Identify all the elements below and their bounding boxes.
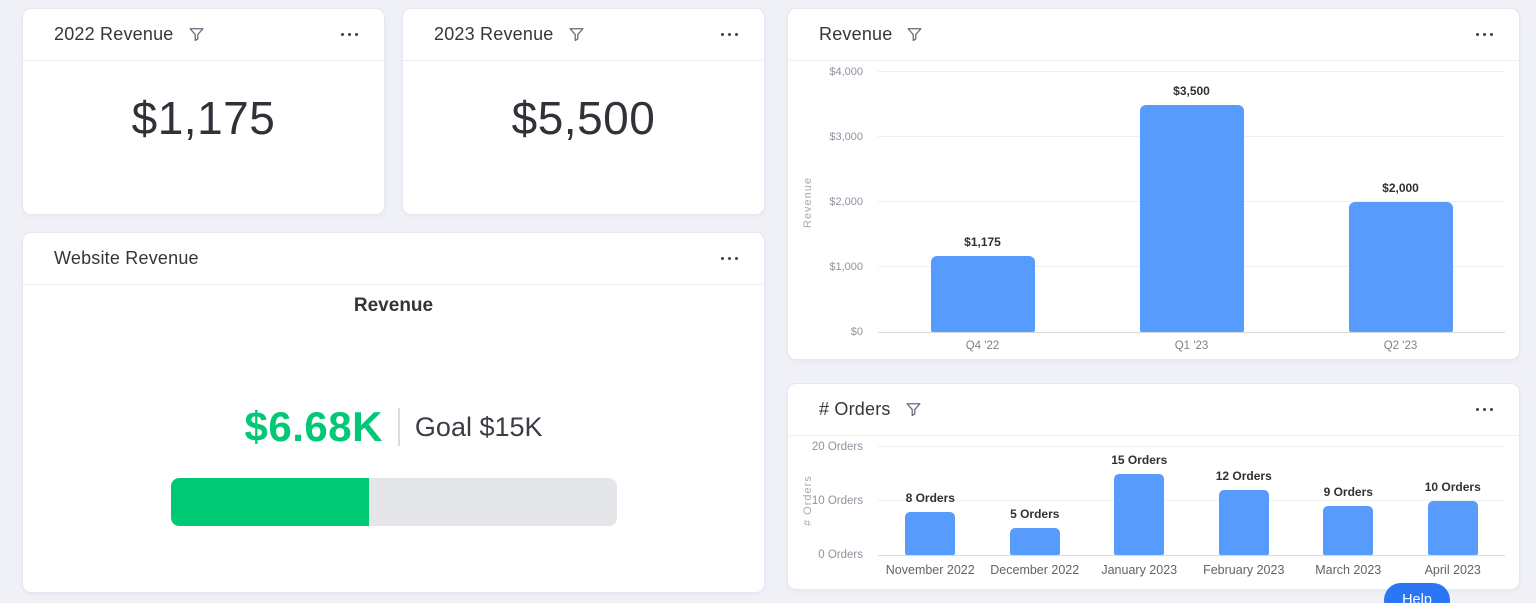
ellipsis-menu-icon[interactable] <box>339 27 361 43</box>
y-tick-label: 0 Orders <box>818 549 863 561</box>
widget-title: 2023 Revenue <box>434 24 554 44</box>
plot-wrapper: $1,175 $3,500 $2,000 Q4 '22 Q1 '23 Q2 '23 <box>872 71 1505 352</box>
bar[interactable] <box>1348 202 1453 332</box>
filter-icon[interactable] <box>568 26 585 43</box>
x-axis-labels: November 2022 December 2022 January 2023 Fe… <box>878 563 1505 577</box>
widget-header: Revenue <box>788 9 1519 61</box>
widget-title: # Orders <box>819 399 891 419</box>
bar-slot: 10 Orders <box>1401 447 1506 555</box>
bar-value-label: $2,000 <box>1382 181 1419 195</box>
bar-chart: # Orders 0 Orders 10 Orders 20 Orders 8 Or… <box>788 436 1519 577</box>
widget-2023-revenue: 2023 Revenue $5,500 <box>402 8 765 215</box>
y-axis-title: Revenue <box>802 176 814 228</box>
y-axis-ticks: $0 $1,000 $2,000 $3,000 $4,000 <box>816 66 872 338</box>
y-tick-label: $3,000 <box>829 131 863 143</box>
bar-value-label: 12 Orders <box>1215 469 1272 484</box>
bar-value-label: 5 Orders <box>1010 507 1060 521</box>
metric-value: $1,175 <box>131 92 276 144</box>
x-axis-label: February 2023 <box>1203 563 1285 577</box>
widget-orders-chart: # Orders # Orders 0 Orders 10 Orders 20 Or… <box>787 383 1520 590</box>
x-axis-label: November 2022 <box>885 563 975 577</box>
bar-slot: 12 Orders <box>1192 447 1297 555</box>
widget-body: $1,175 <box>23 61 384 214</box>
bar-value-label: 10 Orders <box>1424 480 1481 494</box>
y-tick-label: $2,000 <box>829 196 863 208</box>
x-axis-label: Q1 '23 <box>1174 340 1209 352</box>
y-axis-ticks: 0 Orders 10 Orders 20 Orders <box>812 441 872 561</box>
bar[interactable] <box>1009 528 1060 555</box>
y-tick-label: $0 <box>850 326 863 338</box>
y-tick-label: 10 Orders <box>811 495 863 507</box>
plot-wrapper: 8 Orders 5 Orders 15 Orders 12 Orders 9 Orde… <box>872 446 1506 577</box>
bar-slot: 8 Orders <box>878 447 983 555</box>
bar-value-label: 8 Orders <box>905 490 955 505</box>
widget-title: 2022 Revenue <box>54 24 174 44</box>
widget-header: # Orders <box>788 384 1519 436</box>
ellipsis-menu-icon[interactable] <box>1474 402 1496 418</box>
widget-2022-revenue: 2022 Revenue $1,175 <box>22 8 385 215</box>
ellipsis-menu-icon[interactable] <box>719 251 741 267</box>
bar-slot: $2,000 <box>1296 72 1505 332</box>
bar-slot: 15 Orders <box>1087 447 1192 555</box>
bar-value-label: 15 Orders <box>1111 453 1168 467</box>
widget-header: 2022 Revenue <box>23 9 384 61</box>
widget-title: Website Revenue <box>54 248 199 268</box>
bar-chart: Revenue $0 $1,000 $2,000 $3,000 $4,000 $1,17… <box>788 61 1519 352</box>
divider <box>397 408 400 446</box>
filter-icon[interactable] <box>188 26 205 43</box>
bar[interactable] <box>905 511 956 555</box>
bar[interactable] <box>1139 104 1244 332</box>
widget-body: $5,500 <box>403 61 764 214</box>
progress-chart-title: Revenue <box>353 295 434 316</box>
x-axis-label: April 2023 <box>1424 563 1481 577</box>
bar-slot: $3,500 <box>1087 72 1296 332</box>
x-axis-labels: Q4 '22 Q1 '23 Q2 '23 <box>878 340 1505 352</box>
widget-revenue-chart: Revenue Revenue $0 $1,000 $2,000 $3,000 $4,0… <box>787 8 1520 360</box>
progress-value: $6.68K <box>244 403 383 450</box>
widget-body: Revenue $6.68K Goal $15K <box>23 295 764 526</box>
bar[interactable] <box>930 255 1035 332</box>
ellipsis-menu-icon[interactable] <box>719 27 741 43</box>
widget-website-revenue: Website Revenue Revenue $6.68K Goal $15K <box>22 232 765 593</box>
progress-fill <box>170 478 370 526</box>
y-tick-label: 20 Orders <box>811 441 863 453</box>
progress-bar[interactable] <box>170 478 617 526</box>
bar-value-label: 9 Orders <box>1323 485 1373 500</box>
widget-header: Website Revenue <box>23 233 764 285</box>
bar-slot: $1,175 <box>878 72 1087 332</box>
bar-slot: 9 Orders <box>1296 447 1401 555</box>
bar-value-label: $3,500 <box>1173 83 1210 98</box>
plot-area: 8 Orders 5 Orders 15 Orders 12 Orders 9 Orde… <box>878 446 1506 556</box>
filter-icon[interactable] <box>906 26 923 43</box>
help-button[interactable]: Help <box>1384 583 1450 603</box>
bar-value-label: $1,175 <box>964 234 1001 249</box>
bar[interactable] <box>1427 501 1478 555</box>
bar-slot: 5 Orders <box>983 447 1088 555</box>
y-tick-label: $4,000 <box>829 66 863 78</box>
x-axis-label: January 2023 <box>1101 563 1178 577</box>
bar[interactable] <box>1218 490 1269 555</box>
plot-area: $1,175 $3,500 $2,000 <box>878 71 1505 333</box>
ellipsis-menu-icon[interactable] <box>1474 27 1496 43</box>
bar[interactable] <box>1323 506 1374 555</box>
metric-value: $5,500 <box>511 92 656 144</box>
widget-title: Revenue <box>819 24 893 44</box>
x-axis-label: December 2022 <box>990 563 1080 577</box>
x-axis-label: March 2023 <box>1315 563 1382 577</box>
progress-summary: $6.68K Goal $15K <box>23 403 764 451</box>
x-axis-label: Q4 '22 <box>965 340 1000 352</box>
x-axis-label: Q2 '23 <box>1383 340 1418 352</box>
filter-icon[interactable] <box>905 401 922 418</box>
widget-header: 2023 Revenue <box>403 9 764 61</box>
bar[interactable] <box>1114 474 1165 555</box>
y-tick-label: $1,000 <box>829 261 863 273</box>
progress-goal: Goal $15K <box>414 411 543 442</box>
